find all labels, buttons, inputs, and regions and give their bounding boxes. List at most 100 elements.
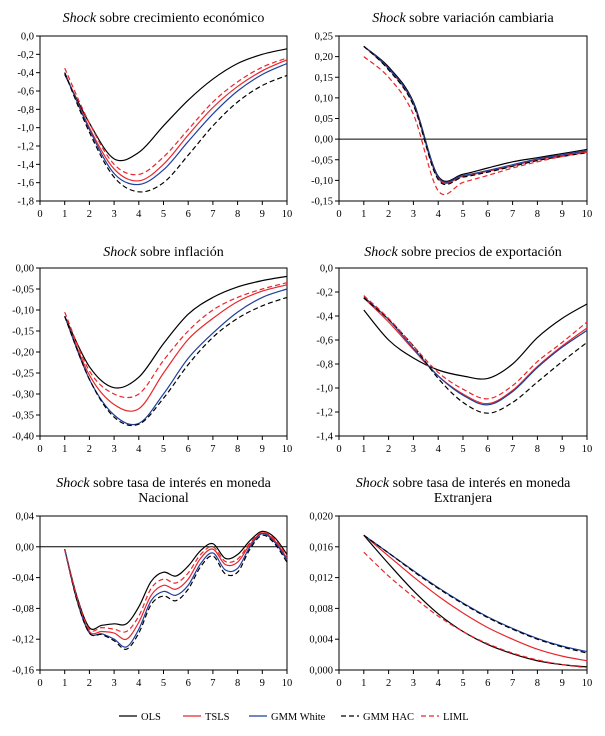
x-tick-label: 8 — [535, 209, 540, 220]
chart-panel-5: Shock sobre tasa de interés en monedaNac… — [12, 476, 292, 689]
plot-frame — [338, 515, 588, 671]
y-tick-label: -0,2 — [316, 288, 333, 299]
x-tick-label: 1 — [62, 444, 67, 455]
series-line-tsls — [64, 532, 288, 641]
legend-label-gmm-hac: GMM HAC — [363, 712, 414, 723]
x-tick-label: 6 — [186, 444, 191, 455]
x-tick-label: 4 — [136, 209, 142, 220]
x-tick-label: 3 — [411, 678, 416, 689]
x-tick-label: 7 — [210, 678, 215, 689]
x-tick-label: 6 — [186, 209, 191, 220]
x-tick-label: 3 — [111, 209, 116, 220]
x-tick-label: 4 — [136, 444, 142, 455]
series-line-liml — [363, 551, 588, 669]
y-tick-label: 0,000 — [309, 666, 333, 677]
x-tick-label: 3 — [411, 209, 416, 220]
chart-panel-2: Shock sobre variación cambiaria 0,25 0,20 0… — [311, 11, 592, 220]
series-line-ols — [64, 530, 288, 630]
y-tick-label: -0,30 — [12, 390, 34, 401]
x-tick-label: 7 — [210, 444, 215, 455]
series-line-liml — [64, 57, 288, 176]
series-line-gmm-hac — [363, 45, 588, 185]
y-tick-label: -0,20 — [12, 348, 34, 359]
x-tick-label: 7 — [510, 209, 515, 220]
x-tick-label: 9 — [260, 209, 265, 220]
y-tick-label: 0,15 — [315, 73, 333, 84]
y-tick-label: 0,012 — [309, 573, 333, 584]
x-tick-label: 0 — [37, 444, 42, 455]
x-tick-label: 6 — [485, 209, 490, 220]
series-line-tsls — [363, 297, 588, 405]
x-tick-label: 5 — [460, 678, 465, 689]
y-tick-label: -0,25 — [12, 369, 34, 380]
x-tick-label: 8 — [535, 678, 540, 689]
x-tick-label: 10 — [582, 678, 593, 689]
y-tick-label: 0,004 — [309, 635, 333, 646]
x-tick-label: 7 — [210, 209, 215, 220]
x-tick-label: 10 — [582, 444, 593, 455]
y-tick-label: -0,05 — [12, 285, 34, 296]
x-tick-label: 9 — [560, 209, 565, 220]
y-tick-label: -1,2 — [17, 142, 34, 153]
y-tick-label: 0,00 — [16, 542, 34, 553]
chart-title: Shock sobre tasa de interés en moneda — [356, 476, 571, 491]
x-tick-label: 9 — [560, 678, 565, 689]
y-tick-label: -1,0 — [17, 123, 34, 134]
x-tick-label: 4 — [436, 444, 442, 455]
y-tick-label: -0,6 — [316, 336, 333, 347]
x-tick-label: 8 — [535, 444, 540, 455]
x-tick-label: 10 — [282, 209, 293, 220]
series-line-tsls — [64, 284, 288, 412]
x-tick-label: 3 — [411, 444, 416, 455]
x-tick-label: 1 — [62, 678, 67, 689]
y-tick-label: -0,10 — [311, 176, 333, 187]
x-tick-label: 2 — [87, 678, 92, 689]
y-tick-label: -1,2 — [316, 408, 333, 419]
y-tick-label: -0,15 — [12, 327, 34, 338]
x-tick-label: 5 — [460, 209, 465, 220]
y-tick-label: 0,05 — [315, 114, 333, 125]
x-tick-label: 3 — [111, 678, 116, 689]
chart-panel-1: Shock sobre crecimiento económico 0,0 -0,2… — [17, 11, 292, 220]
x-tick-label: 9 — [560, 444, 565, 455]
x-tick-label: 9 — [260, 444, 265, 455]
series-line-gmm-white — [363, 45, 588, 183]
y-tick-label: 0,20 — [315, 52, 333, 63]
chart-title-line2: Extranjera — [434, 491, 493, 506]
y-tick-label: -0,08 — [12, 604, 34, 615]
plot-frame — [39, 267, 288, 437]
chart-title: Shock sobre crecimiento económico — [63, 11, 265, 26]
series-line-gmm-white — [64, 288, 288, 426]
x-tick-label: 10 — [582, 209, 593, 220]
x-tick-label: 9 — [260, 678, 265, 689]
series-line-ols — [363, 303, 588, 380]
x-tick-label: 1 — [62, 209, 67, 220]
y-tick-label: -1,8 — [17, 197, 34, 208]
x-tick-label: 6 — [485, 678, 490, 689]
x-tick-label: 4 — [436, 209, 442, 220]
plot-frame — [39, 35, 288, 202]
y-tick-label: 0,04 — [16, 512, 35, 523]
series-line-gmm-hac — [363, 534, 588, 654]
y-tick-label: 0,10 — [315, 93, 333, 104]
y-tick-label: -1,4 — [17, 160, 34, 171]
series-line-gmm-white — [64, 533, 288, 648]
series-line-tsls — [64, 59, 288, 182]
legend: OLS TSLS GMM White GMM HAC LIML — [119, 712, 469, 723]
chart-title-line2: Nacional — [138, 491, 189, 506]
series-line-liml — [363, 56, 588, 196]
y-tick-label: -0,8 — [316, 360, 333, 371]
y-tick-label: -0,8 — [17, 105, 34, 116]
y-tick-label: 0,0 — [320, 264, 333, 275]
x-tick-label: 1 — [361, 209, 366, 220]
x-tick-label: 0 — [336, 444, 341, 455]
chart-title-italic: Shock — [56, 476, 90, 491]
legend-label-ols: OLS — [141, 712, 161, 723]
series-line-gmm-hac — [64, 534, 288, 650]
series-line-tsls — [363, 534, 588, 662]
legend-label-gmm-white: GMM White — [271, 712, 326, 723]
y-tick-label: -0,04 — [12, 573, 35, 584]
x-tick-label: 5 — [161, 209, 166, 220]
series-line-gmm-hac — [64, 72, 288, 193]
